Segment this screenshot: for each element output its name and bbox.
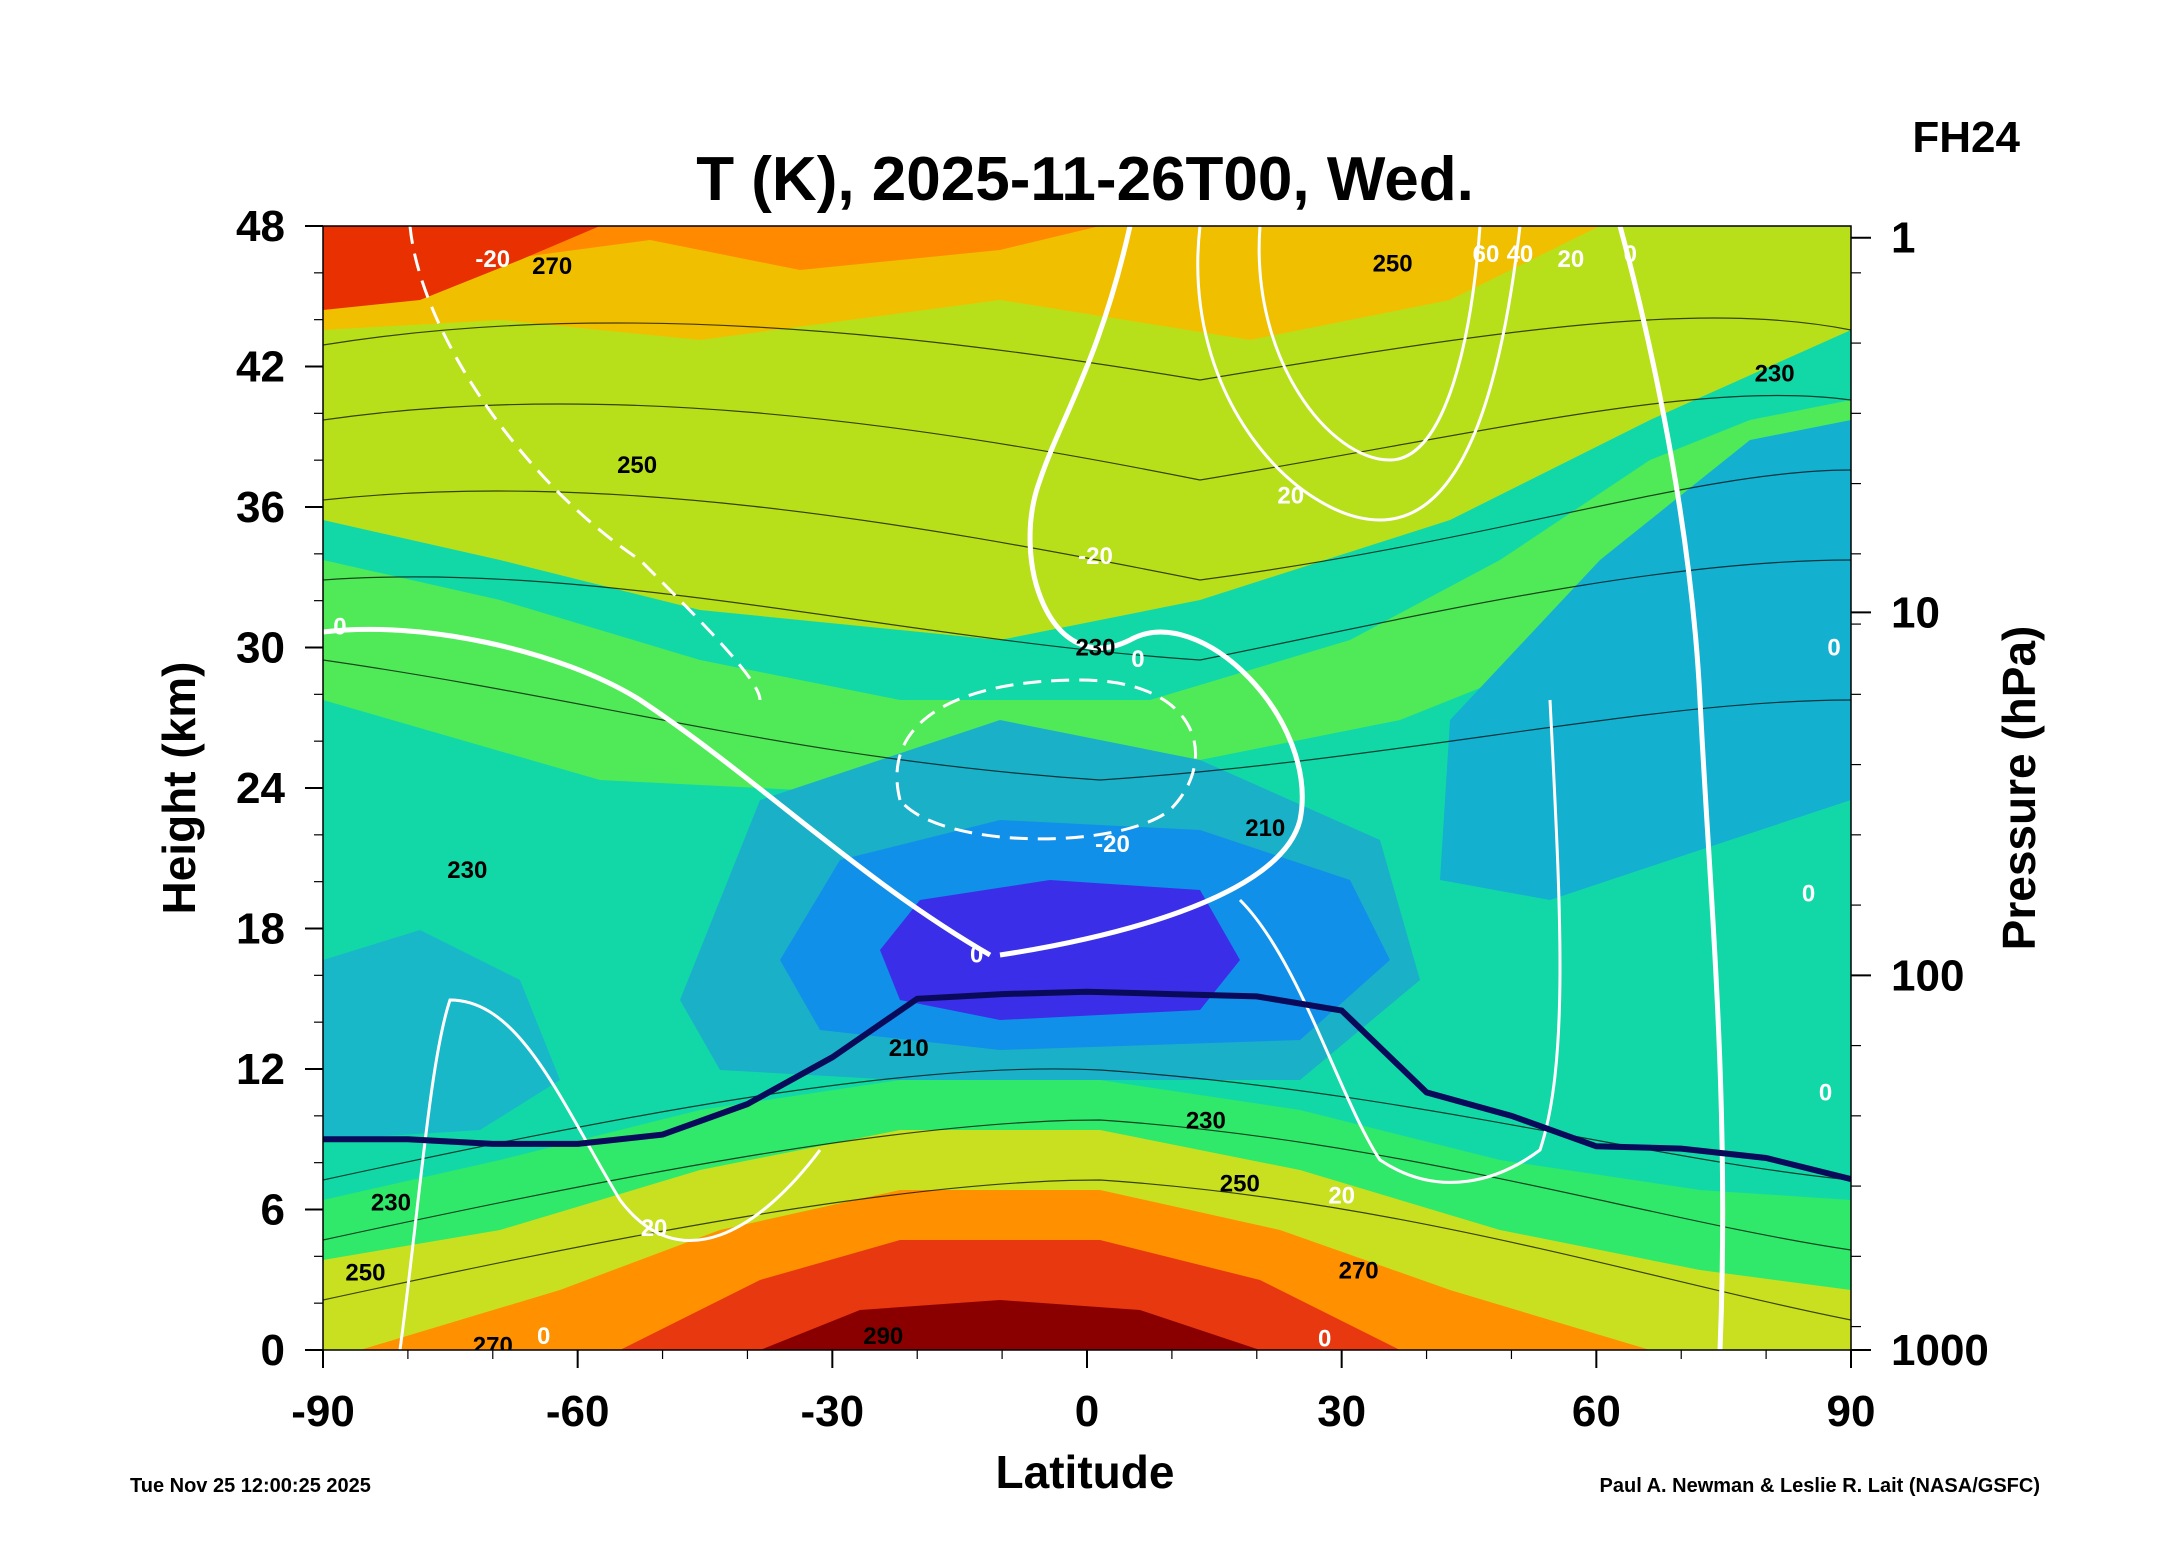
y2-tick-label: 100 [1891,951,1964,1000]
wind-contour-label: 0 [1624,241,1637,268]
wind-contour-labels: 0 0 0 -20 -20 -20 20 20 20 20 40 60 0 0 0 0 0 0 [333,241,1840,1352]
zero-wind-contour-south [323,626,992,958]
isotherm-label: 230 [371,1189,411,1216]
x-tick-label: 60 [1572,1387,1621,1436]
isotherm-label: 250 [617,452,657,479]
temperature-contour-labels: 270 250 230 230 210 210 230 250 270 230 250 270 290 2… [345,250,1795,1359]
wind-contour-label: 0 [1827,635,1840,662]
easterly-20-contour [895,678,1197,841]
wind-contour-label: -20 [1078,543,1113,570]
troposphere-red-band [620,1240,1400,1350]
y-tick-label: 30 [236,624,285,673]
x-tick-label: -60 [546,1387,610,1436]
stratopause-red-band [323,226,600,310]
x-axis-label: Latitude [996,1446,1175,1498]
isotherm-label: 230 [1755,361,1795,388]
north-polar-cool-region [1440,420,1851,900]
wind-contour-label: -20 [1095,831,1130,858]
tropopause-line [323,988,1851,1183]
zonal-wind-contours [323,226,1726,1350]
temperature-color-fill [323,226,1851,1350]
y2-tick-label: 1000 [1891,1326,1989,1375]
y-axis-pressure: 1000 100 10 1 [1851,214,1989,1375]
x-axis: -90 -60 -30 0 30 60 90 [291,1350,1875,1436]
isotherm-label: 270 [1339,1257,1379,1284]
x-tick-label: -90 [291,1387,355,1436]
zero-wind-contour-polar [1617,226,1726,1350]
x-tick-label: -30 [801,1387,865,1436]
isotherm-label: 230 [447,857,487,884]
y-tick-label: 42 [236,343,285,392]
westerly-20-contour-south [398,998,822,1350]
y-tick-label: 12 [236,1045,285,1094]
y2-tick-label: 10 [1891,588,1940,637]
wind-contour-label: 20 [641,1215,668,1242]
y-axis-height: 0 6 12 18 24 30 36 42 48 [236,202,323,1375]
x-tick-label: 0 [1075,1387,1099,1436]
wind-contour-label: 0 [970,941,983,968]
wind-contour-label: 0 [1318,1325,1331,1352]
isotherm-label: 250 [1373,250,1413,277]
footer-credit: Paul A. Newman & Leslie R. Lait (NASA/GS… [1600,1475,2040,1497]
x-tick-label: 90 [1827,1387,1876,1436]
chart-title: T (K), 2025-11-26T00, Wed. [696,145,1474,214]
isotherm-label: 250 [345,1260,385,1287]
isotherm-label: 210 [1245,815,1285,842]
easterly-20-contour-upper-south [408,226,762,701]
isotherm-label: 270 [473,1332,513,1359]
tropical-tropopause-cold-core [880,880,1240,1020]
y-tick-label: 36 [236,483,285,532]
stratosphere-yellow-band [323,226,1600,340]
wind-contour-label: 20 [1558,246,1585,273]
isotherm-label: 270 [532,253,572,280]
wind-contour-label: 0 [333,613,346,640]
isotherm-label: 250 [1220,1171,1260,1198]
westerly-jet-contours-north-inner [1257,226,1482,462]
y2-tick-label: 1 [1891,214,1915,263]
isotherm-label: 230 [1186,1108,1226,1135]
wind-contour-label: 20 [1328,1182,1355,1209]
isotherm-label: 290 [863,1323,903,1350]
wind-contour-label: -20 [475,246,510,273]
zero-wind-contour-north [999,226,1305,958]
westerly-jet-contours-north [1196,226,1522,522]
y-tick-label: 18 [236,905,285,954]
x-tick-label: 30 [1317,1387,1366,1436]
y2-axis-label: Pressure (hPa) [1993,626,2045,951]
y-tick-label: 48 [236,202,285,251]
plot-area: 270 250 230 230 210 210 230 250 270 230 250 270 290 2… [323,226,1851,1359]
wind-contour-label: 0 [1131,646,1144,673]
temperature-isotherms [323,317,1851,1321]
equatorial-surface-hot-core [760,1300,1260,1350]
y-tick-label: 0 [261,1326,285,1375]
mid-stratosphere-green-band [323,400,1851,800]
wind-contour-label: 60 [1473,241,1500,268]
isotherm-label: 230 [1075,635,1115,662]
y-tick-label: 24 [236,764,285,813]
wind-contour-label: 20 [1277,482,1304,509]
forecast-hour-label: FH24 [1912,113,2020,162]
footer-timestamp: Tue Nov 25 12:00:25 2025 [130,1475,371,1497]
wind-contour-label: 0 [537,1323,550,1350]
wind-contour-label: 0 [1802,880,1815,907]
isotherm-label: 210 [889,1035,929,1062]
y-axis-label: Height (km) [153,662,205,915]
wind-contour-label: 0 [1819,1079,1832,1106]
wind-contour-label: 40 [1507,241,1534,268]
y-tick-label: 6 [261,1186,285,1235]
westerly-20-contour-north [1238,699,1562,1184]
